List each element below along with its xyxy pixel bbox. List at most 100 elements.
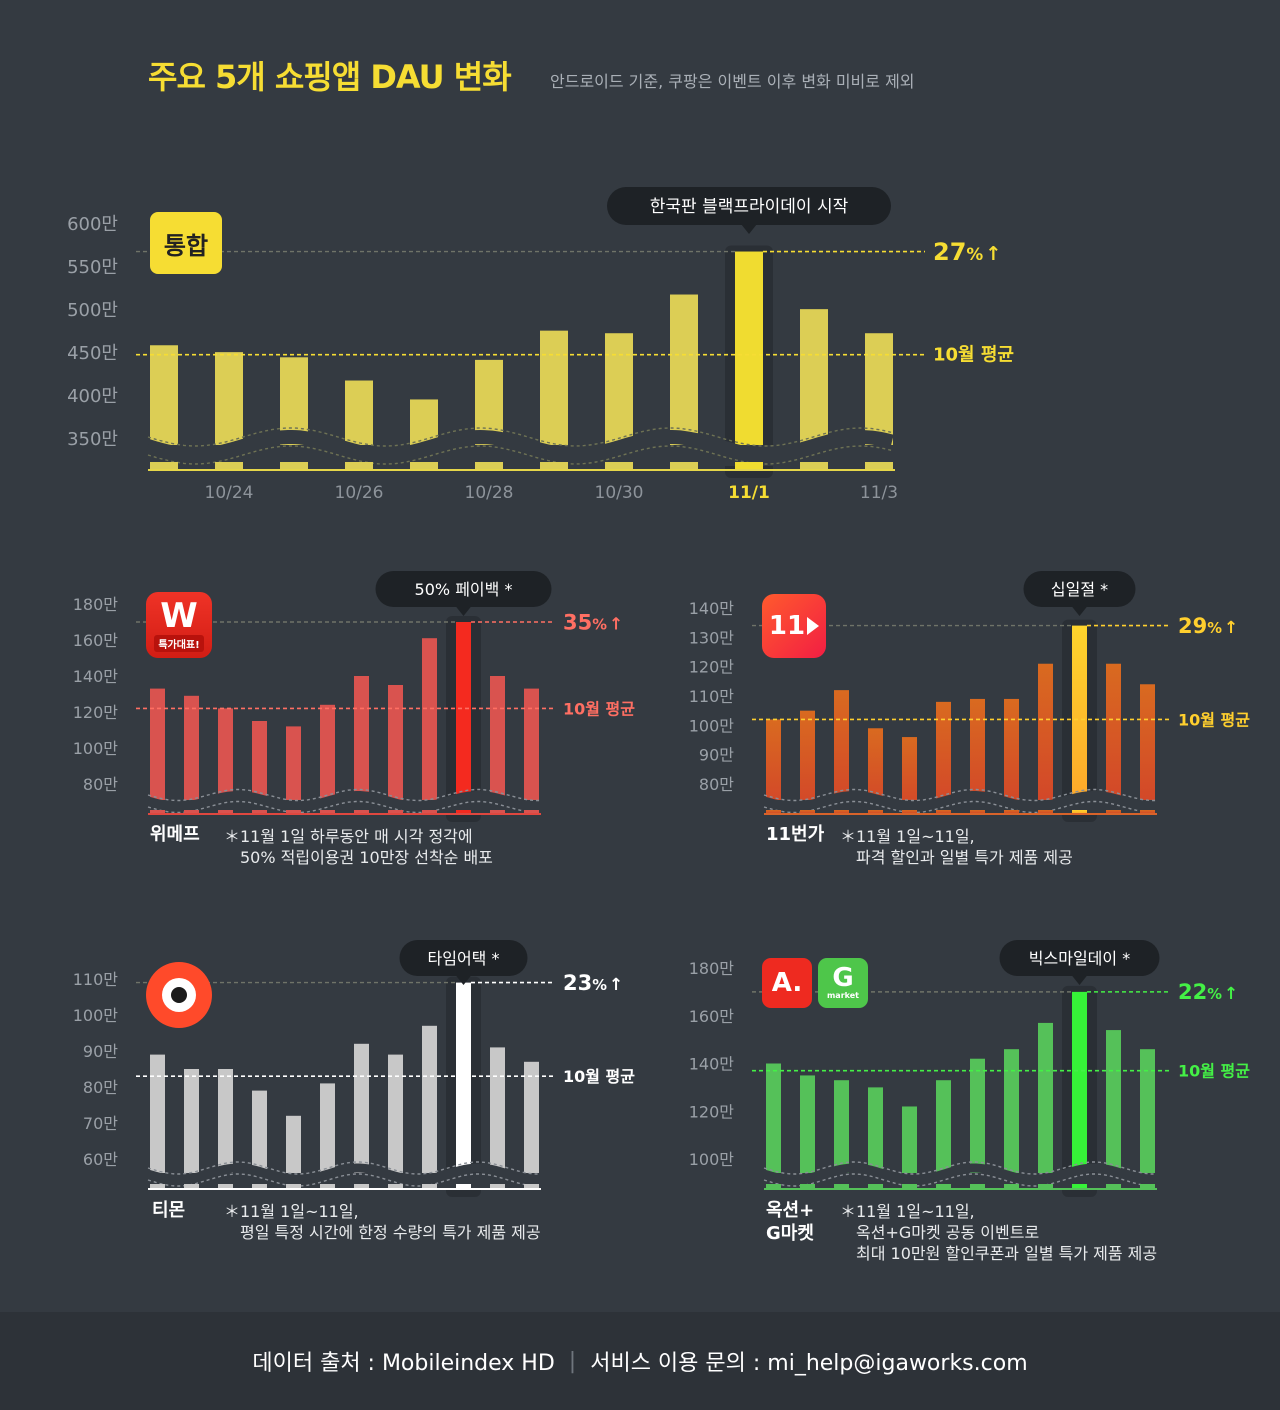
- x-tick-label: 10/28: [465, 483, 514, 503]
- bar-stub: [150, 1184, 165, 1189]
- peak-arrow-icon: ↑: [1224, 983, 1238, 1003]
- bar-highlight: [1072, 991, 1087, 1189]
- chart-wemakeprice: 80만 100만 120만 140만 160만 180만 35% ↑ 10월 평균 50% 페이백…: [73, 571, 635, 822]
- wemakeprice-note-line: 11월 1일 하루동안 매 시각 정각에: [240, 827, 473, 846]
- bar-stub: [1072, 810, 1087, 814]
- y-tick-label: 80만: [83, 775, 118, 794]
- wemakeprice-logo-text: 특가대표!: [154, 634, 204, 652]
- peak-change-value: 29: [1178, 614, 1207, 638]
- bar-stub: [184, 1184, 199, 1189]
- peak-change-label: 22% ↑: [1178, 980, 1238, 1004]
- callout-bubble: [1023, 571, 1136, 607]
- bar-stub: [218, 810, 233, 814]
- y-tick-label: 110만: [73, 970, 119, 989]
- bar: [286, 726, 301, 814]
- bar: [150, 688, 165, 814]
- tmon-note-star: ＊: [224, 1202, 241, 1221]
- axis-break-band: [762, 791, 1156, 811]
- axis-break-line: [147, 427, 893, 447]
- bar-stub: [218, 1184, 233, 1189]
- bar: [1140, 684, 1155, 814]
- bar: [936, 1080, 951, 1189]
- callout-text: 타임어택 *: [428, 949, 500, 968]
- chart-tmon: 60만 70만 80만 90만 100만 110만 23% ↑ 10월 평균 타임어택 *: [73, 940, 635, 1197]
- bar-stub: [1140, 810, 1155, 814]
- y-tick-label: 600만: [67, 214, 118, 235]
- bar-stub: [902, 1184, 917, 1189]
- bar: [490, 1047, 505, 1189]
- october-average-label: 10월 평균: [563, 1067, 635, 1086]
- y-tick-label: 100만: [689, 716, 735, 735]
- 11st-app-name: 11번가: [766, 824, 825, 845]
- gmarket-app-name-line2: G마켓: [766, 1223, 814, 1244]
- bar-stub: [150, 810, 165, 814]
- peak-change-value: 22: [1178, 980, 1207, 1004]
- bar: [970, 1058, 985, 1189]
- axis-break-band: [145, 429, 894, 463]
- y-tick-label: 70만: [83, 1114, 118, 1133]
- bar-stub: [410, 462, 438, 470]
- x-tick-label: 11/3: [860, 483, 898, 503]
- y-tick-label: 100만: [73, 1006, 119, 1025]
- chart-11st: 80만 90만 100만 110만 120만 130만 140만 29% ↑ 10월 평균 십일절 …: [689, 571, 1250, 822]
- gmarket-note-line: 11월 1일~11일,: [856, 1202, 975, 1221]
- wemakeprice-app-name: 위메프: [150, 824, 200, 845]
- gmarket-app-name-line1: 옥션+: [766, 1200, 815, 1221]
- x-tick-label: 10/24: [205, 483, 254, 503]
- peak-change-label: 23% ↑: [563, 971, 623, 995]
- bar: [150, 1054, 165, 1189]
- october-average-label: 10월 평균: [933, 345, 1014, 366]
- bar: [800, 1075, 815, 1189]
- peak-arrow-icon: ↑: [609, 974, 623, 994]
- peak-change-unit: %: [1207, 986, 1222, 1003]
- bar: [218, 708, 233, 814]
- bar: [1038, 663, 1053, 814]
- peak-change-unit: %: [592, 616, 607, 633]
- wemakeprice-logo: W 특가대표!: [146, 592, 212, 658]
- callout-text: 한국판 블랙프라이데이 시작: [650, 197, 849, 217]
- bar-stub: [150, 462, 178, 470]
- gmarket-logo-sub: market: [826, 991, 860, 1000]
- bar: [286, 1115, 301, 1189]
- tmon-note-line: 11월 1일~11일,: [240, 1202, 359, 1221]
- axis-break-line: [763, 800, 1156, 814]
- footer-separator: |: [568, 1348, 577, 1374]
- axis-break-line: [147, 788, 540, 802]
- bar-highlight: [456, 982, 471, 1189]
- bar: [184, 1069, 199, 1189]
- auction-logo: A.: [762, 958, 812, 1008]
- bar-highlight: [456, 622, 471, 814]
- y-tick-label: 160만: [689, 1007, 735, 1026]
- footer-contact[interactable]: 서비스 이용 문의 : mi_help@igaworks.com: [590, 1351, 1028, 1376]
- bar-stub: [422, 810, 437, 814]
- bar-stub: [1106, 810, 1121, 814]
- 11st-note-line: 파격 할인과 일별 특가 제품 제공: [856, 848, 1073, 867]
- y-tick-label: 80만: [699, 775, 734, 794]
- bar: [902, 1106, 917, 1189]
- bar-stub: [1038, 810, 1053, 814]
- bar-stub: [388, 810, 403, 814]
- y-tick-label: 120만: [73, 703, 119, 722]
- callout-bubble: [999, 940, 1160, 976]
- peak-arrow-icon: ↑: [609, 613, 623, 633]
- bar-highlight: [1072, 625, 1087, 814]
- peak-arrow-icon: ↑: [1224, 617, 1238, 637]
- y-tick-label: 60만: [83, 1150, 118, 1169]
- bar: [766, 719, 781, 814]
- bar: [834, 1080, 849, 1189]
- bar-stub: [252, 810, 267, 814]
- bar-stub: [766, 810, 781, 814]
- bar-stub: [320, 1184, 335, 1189]
- y-tick-label: 80만: [83, 1078, 118, 1097]
- y-tick-label: 130만: [689, 628, 735, 647]
- bar-stub: [320, 810, 335, 814]
- y-tick-label: 90만: [699, 746, 734, 765]
- bar-stub: [1004, 810, 1019, 814]
- y-tick-label: 100만: [73, 739, 119, 758]
- y-tick-label: 450만: [67, 343, 118, 364]
- bar: [490, 676, 505, 814]
- bar-stub: [540, 462, 568, 470]
- axis-break-band: [146, 1163, 540, 1185]
- bar-stub: [490, 810, 505, 814]
- bar: [184, 695, 199, 814]
